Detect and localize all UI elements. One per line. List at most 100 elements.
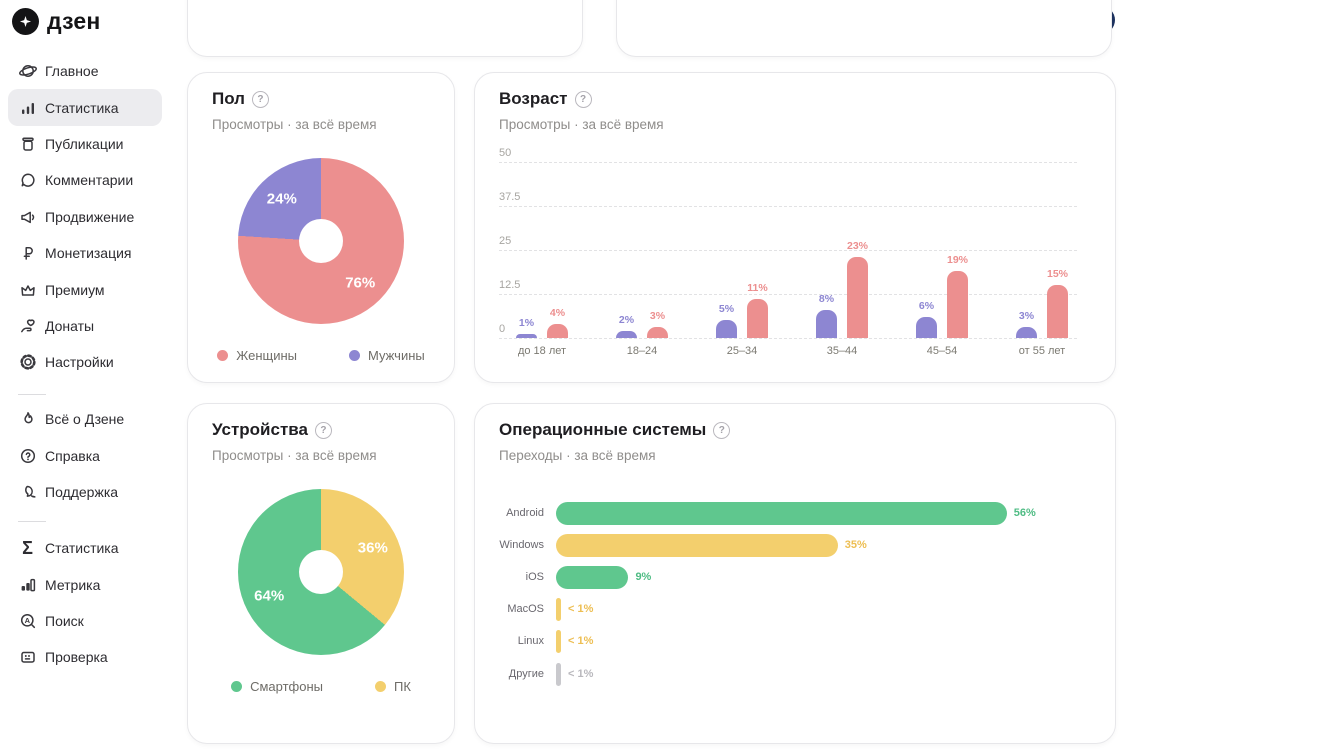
sidebar-item-publikacii[interactable]: Публикации [8,126,162,162]
sidebar-item-label: Справка [45,447,100,464]
bar-value-label: 1% [518,317,535,330]
sidebar-item-statistika[interactable]: Статистика [8,89,162,126]
sidebar-item-label: Проверка [45,649,108,666]
search-icon: A [17,610,38,631]
os-category-label: Другие [508,667,544,680]
bar [747,299,768,338]
devices-legend: Смартфоны ПК [188,679,454,694]
ruble-icon [17,243,38,264]
bar-value-label: 3% [1018,310,1035,323]
legend-dot [217,350,229,361]
check-card-icon [17,647,38,668]
bar-value-label: 6% [918,299,935,312]
os-category-label: Linux [517,635,544,648]
legend-dot [374,681,386,692]
bar [816,309,837,338]
legend-item: Женщины [217,348,297,363]
sidebar-item-monetizaciya[interactable]: Монетизация [8,235,162,271]
donut-hole [299,219,343,263]
gear-icon [17,352,38,373]
gridline [499,250,1077,251]
legend-item: ПК [374,679,411,694]
card-subtitle: Просмотры · за всё время [212,117,377,132]
os-bar-value-label: < 1% [568,603,594,616]
card-title: Операционные системы [499,420,707,439]
sidebar-item-vse-o-dzene[interactable]: Всё о Дзене [8,401,162,437]
bar [916,316,937,338]
x-axis-category-label: от 55 лет [1018,345,1066,357]
sidebar-item-label: Всё о Дзене [45,411,125,428]
os-bar [556,630,561,654]
sidebar-about-nav: Всё о Дзене Справка Поддержка [8,401,162,510]
legend-item: Смартфоны [231,679,323,694]
help-icon[interactable]: ? [251,90,269,108]
sidebar-item-spravka[interactable]: Справка [8,437,162,473]
pie-slice-label: 76% [345,274,376,292]
os-bar [556,565,629,589]
bar [616,330,637,338]
pie-slice-label: 24% [266,190,297,208]
sidebar-item-label: Монетизация [45,245,132,262]
x-axis-category-label: 18–24 [626,345,658,357]
os-bar [556,662,561,686]
svg-text:A: A [24,616,30,625]
card-subtitle: Просмотры · за всё время [212,448,377,463]
bar-value-label: 2% [618,313,635,326]
bar [947,271,968,338]
pie-slice-label: 64% [254,587,285,605]
bar [1047,285,1068,338]
x-axis-category-label: 25–34 [726,345,758,357]
sidebar-divider [18,521,46,522]
sidebar-item-label: Донаты [45,317,95,334]
os-bar-value-label: 9% [635,570,652,583]
devices-donut-chart: 36% 64% [238,489,404,655]
publications-icon [17,133,38,154]
legend-dot [231,681,243,692]
sidebar-item-kommentarii[interactable]: Комментарии [8,162,162,198]
bar-value-label: 19% [946,254,968,267]
logo-text: дзен [47,8,101,34]
os-category-label: Android [506,506,544,519]
sidebar-item-podderzhka[interactable]: Поддержка [8,474,162,510]
card-cropped-top-right [616,0,1112,57]
card-os: Операционные системы ? Переходы · за всё… [474,403,1116,744]
megaphone-icon [17,206,38,227]
help-icon[interactable]: ? [574,90,592,108]
card-title: Пол [212,89,245,108]
sidebar-item-label: Продвижение [45,208,135,225]
age-bar-chart: 50 37.5 25 12.5 0 до 18 лет 1% 4% 18–24 2% 3% 25–34… [475,73,1115,382]
sigma-icon: Σ [22,538,33,559]
card-devices: Устройства ? Просмотры · за всё время 36… [187,403,455,744]
bar-value-label: 15% [1046,268,1068,281]
bar-value-label: 5% [718,303,735,316]
sidebar-item-proverka[interactable]: Проверка [8,639,162,675]
flame-icon [17,409,38,430]
card-title: Устройства [212,420,308,439]
sidebar-item-prodvizhenie[interactable]: Продвижение [8,199,162,235]
sidebar-item-premium[interactable]: Премиум [8,271,162,307]
gender-donut-chart: 76% 24% [238,158,404,324]
sidebar-item-poisk[interactable]: A Поиск [8,603,162,639]
legend-dot [349,350,360,361]
app-logo[interactable]: дзен [12,8,101,35]
sidebar-item-nastroyki[interactable]: Настройки [8,344,162,380]
sidebar-item-glavnoe[interactable]: Главное [8,53,162,89]
sidebar-item-donaty[interactable]: Донаты [8,308,162,344]
bar-chart-icon [17,97,38,118]
comment-icon [17,170,38,191]
bar-value-label: 23% [846,240,868,253]
bar-value-label: 3% [649,310,666,323]
bar [716,320,737,338]
help-icon[interactable]: ? [713,421,731,439]
sidebar-item-metrika[interactable]: Метрика [8,566,162,602]
sidebar-item-label: Поиск [45,612,84,629]
help-icon[interactable]: ? [314,421,332,439]
zen-logo-icon [12,8,39,35]
gridline [499,338,1077,339]
sidebar-item-statistika-tool[interactable]: Σ Статистика [8,530,162,566]
card-subtitle: Просмотры · за всё время [499,117,664,132]
legend-label: Женщины [236,348,297,363]
os-bar [556,598,561,622]
x-axis-category-label: до 18 лет [517,345,567,357]
planet-icon [17,61,38,82]
